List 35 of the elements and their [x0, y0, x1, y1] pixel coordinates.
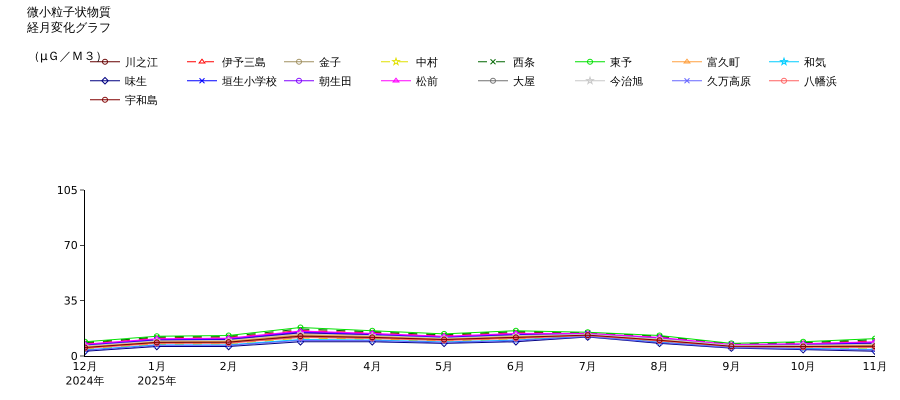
- legend-label: 垣生小学校: [221, 75, 277, 88]
- legend-label: 八幡浜: [804, 75, 837, 88]
- x-tick-label: 4月: [363, 360, 382, 374]
- legend-label: 伊予三島: [222, 56, 266, 70]
- y-tick-label: 70: [64, 239, 78, 252]
- x-tick-label: 8月: [650, 360, 669, 374]
- x-tick-label: 6月: [506, 360, 525, 374]
- legend-label: 東予: [610, 56, 632, 70]
- legend-label: 西条: [513, 56, 535, 70]
- legend-label: 宇和島: [125, 94, 158, 108]
- legend-label: 富久町: [707, 56, 740, 70]
- x-tick-label: 12月 2024年: [66, 360, 104, 388]
- legend-label: 川之江: [125, 56, 158, 70]
- text: （μＧ／Ｍ３）: [28, 49, 108, 63]
- x-tick-label: 10月: [790, 360, 816, 374]
- legend-label: 朝生田: [319, 75, 352, 88]
- x-tick-label: 11月: [862, 360, 888, 374]
- y-tick-label: 0: [70, 350, 78, 363]
- legend-label: 金子: [319, 56, 341, 70]
- chart-title: 微小粒子状物質経月変化グラフ: [26, 5, 111, 35]
- x-tick-label: 9月: [722, 360, 740, 374]
- legend-label: 今治旭: [610, 75, 643, 88]
- x-tick-label: 7月: [578, 360, 597, 374]
- legend-label: 大屋: [513, 75, 535, 88]
- legend-label: 久万高原: [707, 75, 751, 88]
- x-tick-label: 1月 2025年: [137, 360, 176, 388]
- legend-label: 中村: [416, 56, 438, 70]
- legend-label: 味生: [125, 75, 147, 88]
- legend-label: 松前: [416, 75, 438, 88]
- y-tick-label: 105: [56, 184, 78, 197]
- x-tick-label: 2月: [220, 360, 238, 374]
- x-tick-label: 3月: [291, 360, 310, 374]
- y-tick-label: 35: [64, 294, 78, 308]
- x-tick-label: 5月: [435, 360, 454, 374]
- legend-label: 和気: [804, 56, 826, 70]
